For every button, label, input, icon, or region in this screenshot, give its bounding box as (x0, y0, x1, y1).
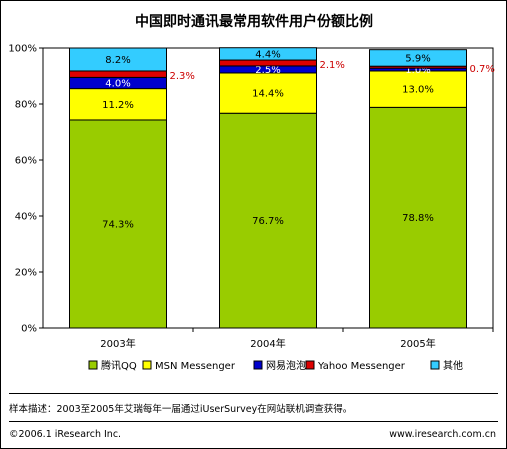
legend-label: Yahoo Messenger (317, 361, 406, 372)
data-label: 4.0% (105, 79, 130, 90)
legend-swatch (142, 360, 152, 370)
bar-segment (219, 47, 317, 61)
bar-segment (369, 49, 467, 67)
bar-segment (69, 47, 167, 72)
y-tick-label: 0% (21, 324, 37, 335)
legend-swatch (305, 360, 315, 370)
y-tick-label: 20% (15, 268, 37, 279)
data-label: 76.7% (252, 216, 284, 227)
x-tick-label: 2004年 (250, 337, 285, 350)
legend-swatch (430, 360, 440, 370)
legend-label: MSN Messenger (155, 361, 236, 372)
data-label: 1.0% (405, 65, 430, 76)
sample-note: 样本描述：2003至2005年艾瑞每年一届通过iUserSurvey在网站联机调… (9, 404, 353, 415)
stacked-bar-chart: 中国即时通讯最常用软件用户份额比例 0% 20% 40% 60% 80% 100% 74.3%… (8, 13, 495, 372)
data-label: 2.1% (320, 60, 345, 71)
bar-segment (369, 106, 467, 329)
footer-divider-bottom (9, 421, 498, 422)
y-tick-label: 100% (8, 44, 37, 55)
data-label: 8.2% (105, 55, 130, 66)
data-label: 14.4% (252, 89, 284, 100)
y-tick-label: 60% (15, 156, 37, 167)
legend-label: 腾讯QQ (101, 359, 137, 372)
data-label: 4.4% (255, 49, 280, 60)
bar-segment (69, 119, 167, 329)
data-label: 2.5% (255, 65, 280, 76)
data-label: 5.9% (405, 53, 430, 64)
chart-title: 中国即时通讯最常用软件用户份额比例 (135, 13, 373, 30)
x-tick-label: 2005年 (400, 337, 435, 350)
data-label: 0.7% (470, 64, 495, 75)
data-label: 13.0% (402, 85, 434, 96)
legend-swatch (88, 360, 98, 370)
bar-segment (219, 112, 317, 329)
bar-segment (219, 72, 317, 114)
legend-label: 其他 (443, 359, 463, 372)
y-tick-label: 80% (15, 100, 37, 111)
bar-segment (69, 70, 167, 78)
bar-segment (219, 59, 317, 67)
x-tick-label: 2003年 (100, 337, 135, 350)
data-label: 2.3% (170, 71, 195, 82)
footer-divider-top (9, 393, 498, 394)
data-label: 78.8% (402, 213, 434, 224)
y-tick-label: 40% (15, 212, 37, 223)
data-label: 11.2% (102, 100, 134, 111)
website-url: www.iresearch.com.cn (389, 429, 496, 440)
data-label: 74.3% (102, 219, 134, 230)
copyright-text: ©2006.1 iResearch Inc. (9, 429, 122, 440)
legend-label: 网易泡泡 (266, 359, 306, 372)
legend-swatch (253, 360, 263, 370)
